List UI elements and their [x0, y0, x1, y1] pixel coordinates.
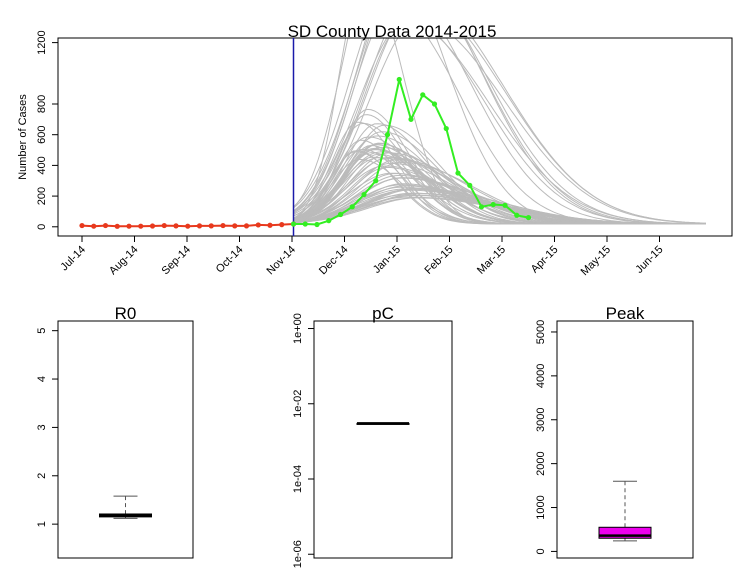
y-tick-label: 5: [36, 328, 48, 334]
x-tick-label: Jul-14: [58, 244, 88, 274]
boxplot-r0: R0 1 2 3 4 5: [36, 304, 194, 559]
observed-point: [255, 222, 261, 228]
future-point: [361, 191, 367, 198]
future-point: [396, 76, 402, 83]
observed-point: [114, 223, 120, 229]
future-point: [290, 221, 297, 227]
observed-point: [138, 223, 144, 229]
observed-point: [196, 223, 203, 229]
observed-point: [232, 223, 238, 229]
observed-point: [126, 223, 132, 229]
future-point: [302, 221, 308, 227]
future-point: [443, 125, 449, 132]
simulation-curve: [293, 38, 706, 225]
simulation-curve: [293, 122, 706, 225]
panel-title: R0: [115, 304, 137, 323]
x-tick-label: Sep-14: [160, 244, 194, 278]
plot-frame: [57, 37, 733, 237]
y-tick-label: 2: [36, 473, 48, 479]
observed-point: [185, 223, 191, 229]
observed-point: [208, 223, 214, 229]
future-point: [373, 178, 379, 184]
simulation-curve: [293, 162, 706, 225]
x-tick-label: Apr-15: [529, 244, 561, 276]
x-tick-label: Dec-14: [317, 244, 351, 278]
chart-title: SD County Data 2014-2015: [288, 22, 497, 41]
y-tick-label: 400: [36, 156, 48, 174]
observed-point: [161, 222, 167, 229]
observed-point: [267, 222, 273, 228]
epidemic-curve-chart: SD County Data 2014-2015 Number of Cases…: [17, 22, 733, 278]
future-point: [478, 204, 485, 210]
x-tick-label: May-15: [579, 244, 613, 278]
simulation-curve: [293, 38, 706, 225]
data-series: [79, 38, 532, 236]
future-point: [490, 201, 496, 208]
y-tick-label: 5000: [535, 320, 547, 344]
plot-frame: [556, 320, 694, 559]
panel-title: pC: [372, 304, 394, 323]
observed-point: [173, 223, 179, 229]
x-tick-label: Oct-14: [214, 244, 246, 276]
simulation-curves: [293, 38, 706, 225]
future-point: [431, 101, 438, 107]
boxplot-peak: Peak 0 1000 2000 3000 4000 5000: [535, 304, 694, 559]
y-tick-label: 1: [36, 521, 48, 527]
y-tick-label: 3000: [535, 408, 547, 432]
y-tick-label: 1200: [36, 30, 48, 54]
observed-point: [279, 222, 285, 228]
x-tick-label: Mar-15: [475, 244, 508, 277]
future-point: [384, 132, 391, 138]
boxplot-pc: pC 1e-06 1e-04 1e-02 1e+00: [292, 304, 453, 568]
y-tick-label: 3: [36, 424, 48, 430]
future-point: [525, 214, 532, 221]
y-tick-label: 1e+00: [292, 313, 304, 344]
simulation-curve: [293, 196, 706, 225]
observed-point: [243, 223, 250, 229]
y-tick-label: 1000: [535, 495, 547, 519]
y-tick-label: 1e-04: [292, 465, 304, 493]
future-point: [326, 218, 332, 224]
observed-point: [220, 222, 226, 229]
future-point: [467, 182, 473, 188]
future-point: [314, 221, 320, 228]
y-tick-label: 4000: [535, 364, 547, 388]
y-tick-label: 2000: [535, 451, 547, 475]
observed-point: [149, 223, 156, 229]
simulation-curve: [293, 38, 706, 224]
simulation-curve: [293, 38, 706, 225]
x-tick-label: Jan-15: [371, 244, 403, 276]
future-point: [420, 92, 426, 98]
simulation-curve: [293, 38, 706, 225]
y-tick-label: 200: [36, 187, 48, 205]
panel-title: Peak: [606, 304, 645, 323]
y-tick-label: 0: [36, 224, 48, 230]
future-point: [349, 204, 355, 210]
y-tick-label: 800: [36, 95, 48, 113]
future-point: [337, 211, 344, 218]
x-tick-label: Aug-14: [107, 244, 141, 278]
x-tick-label: Jun-15: [633, 244, 665, 276]
future-point: [514, 212, 520, 218]
observed-point: [91, 223, 97, 229]
observed-point: [102, 222, 109, 229]
plot-frame: [313, 320, 453, 559]
iqr-box: [598, 526, 652, 539]
x-tick-label: Feb-15: [422, 244, 455, 277]
future-point: [408, 116, 414, 122]
y-tick-label: 1e-06: [292, 540, 304, 568]
observed-point: [79, 222, 85, 229]
y-axis-label: Number of Cases: [17, 94, 29, 180]
future-point: [455, 170, 461, 176]
x-tick-label: Nov-14: [265, 244, 299, 278]
plot-frame: [57, 320, 194, 559]
y-tick-label: 600: [36, 126, 48, 144]
y-tick-label: 0: [535, 548, 547, 554]
simulation-curve: [293, 38, 706, 224]
y-tick-label: 4: [36, 376, 48, 382]
future-point: [502, 202, 508, 208]
y-tick-label: 1e-02: [292, 390, 304, 418]
